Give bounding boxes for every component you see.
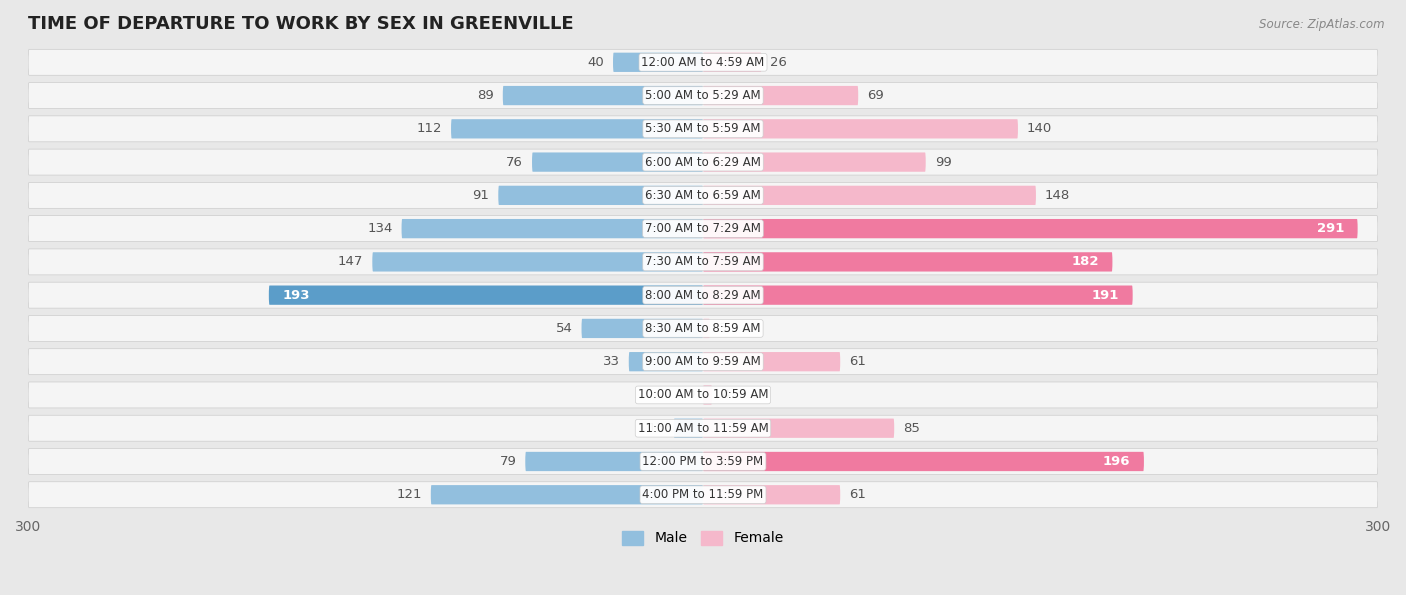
FancyBboxPatch shape (402, 219, 703, 238)
FancyBboxPatch shape (28, 183, 1378, 208)
FancyBboxPatch shape (28, 449, 1378, 474)
FancyBboxPatch shape (703, 485, 841, 505)
Text: 12:00 AM to 4:59 AM: 12:00 AM to 4:59 AM (641, 56, 765, 69)
FancyBboxPatch shape (703, 386, 711, 405)
FancyBboxPatch shape (28, 349, 1378, 375)
FancyBboxPatch shape (628, 352, 703, 371)
FancyBboxPatch shape (703, 186, 1036, 205)
Text: 147: 147 (337, 255, 363, 268)
FancyBboxPatch shape (703, 286, 1133, 305)
FancyBboxPatch shape (503, 86, 703, 105)
Text: 193: 193 (283, 289, 309, 302)
FancyBboxPatch shape (498, 186, 703, 205)
Text: 112: 112 (416, 123, 441, 135)
Text: 5:00 AM to 5:29 AM: 5:00 AM to 5:29 AM (645, 89, 761, 102)
Text: 6:30 AM to 6:59 AM: 6:30 AM to 6:59 AM (645, 189, 761, 202)
FancyBboxPatch shape (613, 52, 703, 72)
FancyBboxPatch shape (673, 418, 703, 438)
Text: 7:30 AM to 7:59 AM: 7:30 AM to 7:59 AM (645, 255, 761, 268)
Text: 148: 148 (1045, 189, 1070, 202)
Text: 134: 134 (367, 222, 392, 235)
FancyBboxPatch shape (28, 49, 1378, 76)
FancyBboxPatch shape (28, 116, 1378, 142)
Text: 191: 191 (1092, 289, 1119, 302)
Text: 11:00 AM to 11:59 AM: 11:00 AM to 11:59 AM (638, 422, 768, 435)
FancyBboxPatch shape (703, 252, 1112, 271)
Text: 61: 61 (849, 355, 866, 368)
Text: 99: 99 (935, 156, 952, 168)
FancyBboxPatch shape (531, 152, 703, 172)
FancyBboxPatch shape (28, 249, 1378, 275)
FancyBboxPatch shape (28, 149, 1378, 175)
Text: 61: 61 (849, 488, 866, 501)
FancyBboxPatch shape (28, 382, 1378, 408)
Text: 291: 291 (1317, 222, 1344, 235)
FancyBboxPatch shape (28, 215, 1378, 242)
Text: 13: 13 (648, 422, 665, 435)
Text: 69: 69 (868, 89, 884, 102)
Text: 54: 54 (555, 322, 572, 335)
FancyBboxPatch shape (703, 86, 858, 105)
Text: TIME OF DEPARTURE TO WORK BY SEX IN GREENVILLE: TIME OF DEPARTURE TO WORK BY SEX IN GREE… (28, 15, 574, 33)
Text: 6:00 AM to 6:29 AM: 6:00 AM to 6:29 AM (645, 156, 761, 168)
Text: 8:30 AM to 8:59 AM: 8:30 AM to 8:59 AM (645, 322, 761, 335)
Text: 40: 40 (588, 56, 605, 69)
Legend: Male, Female: Male, Female (617, 525, 789, 551)
Text: 196: 196 (1102, 455, 1130, 468)
FancyBboxPatch shape (28, 315, 1378, 342)
FancyBboxPatch shape (430, 485, 703, 505)
FancyBboxPatch shape (703, 119, 1018, 139)
Text: Source: ZipAtlas.com: Source: ZipAtlas.com (1260, 18, 1385, 31)
FancyBboxPatch shape (28, 482, 1378, 508)
Text: 7:00 AM to 7:29 AM: 7:00 AM to 7:29 AM (645, 222, 761, 235)
Text: 89: 89 (477, 89, 494, 102)
Text: 8:00 AM to 8:29 AM: 8:00 AM to 8:29 AM (645, 289, 761, 302)
Text: 3: 3 (718, 322, 727, 335)
Text: 85: 85 (903, 422, 920, 435)
Text: 79: 79 (499, 455, 516, 468)
FancyBboxPatch shape (28, 415, 1378, 441)
FancyBboxPatch shape (703, 452, 1144, 471)
FancyBboxPatch shape (28, 282, 1378, 308)
FancyBboxPatch shape (451, 119, 703, 139)
FancyBboxPatch shape (703, 52, 762, 72)
FancyBboxPatch shape (526, 452, 703, 471)
FancyBboxPatch shape (703, 219, 1358, 238)
Text: 33: 33 (603, 355, 620, 368)
FancyBboxPatch shape (703, 418, 894, 438)
FancyBboxPatch shape (703, 319, 710, 338)
Text: 26: 26 (770, 56, 787, 69)
FancyBboxPatch shape (582, 319, 703, 338)
Text: 9:00 AM to 9:59 AM: 9:00 AM to 9:59 AM (645, 355, 761, 368)
FancyBboxPatch shape (269, 286, 703, 305)
Text: 76: 76 (506, 156, 523, 168)
Text: 121: 121 (396, 488, 422, 501)
Text: 10:00 AM to 10:59 AM: 10:00 AM to 10:59 AM (638, 389, 768, 402)
Text: 140: 140 (1026, 123, 1052, 135)
Text: 5:30 AM to 5:59 AM: 5:30 AM to 5:59 AM (645, 123, 761, 135)
Text: 4:00 PM to 11:59 PM: 4:00 PM to 11:59 PM (643, 488, 763, 501)
Text: 12:00 PM to 3:59 PM: 12:00 PM to 3:59 PM (643, 455, 763, 468)
FancyBboxPatch shape (373, 252, 703, 271)
Text: 182: 182 (1071, 255, 1099, 268)
Text: 0: 0 (686, 389, 695, 402)
FancyBboxPatch shape (703, 352, 841, 371)
Text: 91: 91 (472, 189, 489, 202)
FancyBboxPatch shape (703, 152, 925, 172)
Text: 4: 4 (721, 389, 730, 402)
FancyBboxPatch shape (28, 83, 1378, 108)
